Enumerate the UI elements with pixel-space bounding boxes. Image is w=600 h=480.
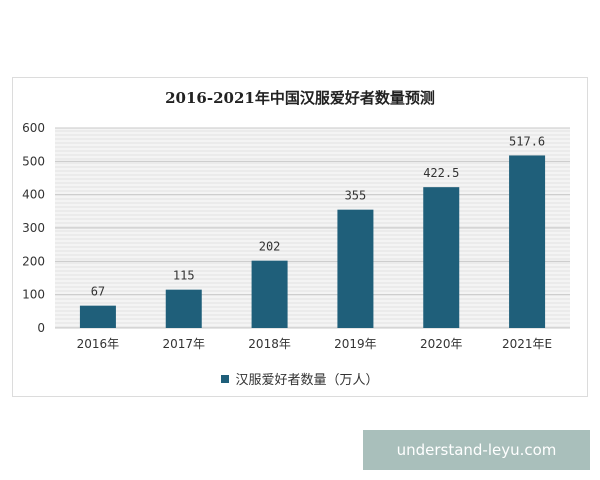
bar (509, 155, 546, 328)
bar-value-label: 517.6 (509, 134, 545, 148)
bar-value-label: 67 (91, 285, 105, 299)
y-tick-label: 200 (22, 254, 45, 268)
bar (423, 187, 460, 328)
x-tick-label: 2021年E (502, 337, 552, 351)
bar (251, 260, 288, 328)
bar-value-label: 422.5 (423, 166, 459, 180)
watermark: understand-leyu.com (363, 430, 590, 470)
y-tick-label: 0 (37, 321, 45, 335)
y-tick-label: 300 (22, 221, 45, 235)
y-tick-label: 400 (22, 188, 45, 202)
x-tick-label: 2018年 (248, 337, 291, 351)
x-tick-label: 2017年 (162, 337, 205, 351)
x-tick-label: 2016年 (77, 337, 120, 351)
x-tick-label: 2019年 (334, 337, 377, 351)
bar-value-label: 202 (259, 240, 281, 254)
x-tick-label: 2020年 (420, 337, 463, 351)
bar (79, 305, 116, 328)
bar-value-label: 115 (173, 269, 195, 283)
chart-title: 2016-2021年中国汉服爱好者数量预测 (165, 89, 435, 107)
y-tick-label: 100 (22, 288, 45, 302)
bar (337, 209, 374, 328)
legend: 汉服爱好者数量（万人） (0, 369, 600, 388)
bar (165, 289, 202, 328)
legend-swatch (221, 374, 230, 383)
legend-label: 汉服爱好者数量（万人） (235, 373, 379, 388)
y-tick-label: 500 (22, 154, 45, 168)
y-tick-label: 600 (22, 121, 45, 135)
bar-value-label: 355 (345, 189, 367, 203)
